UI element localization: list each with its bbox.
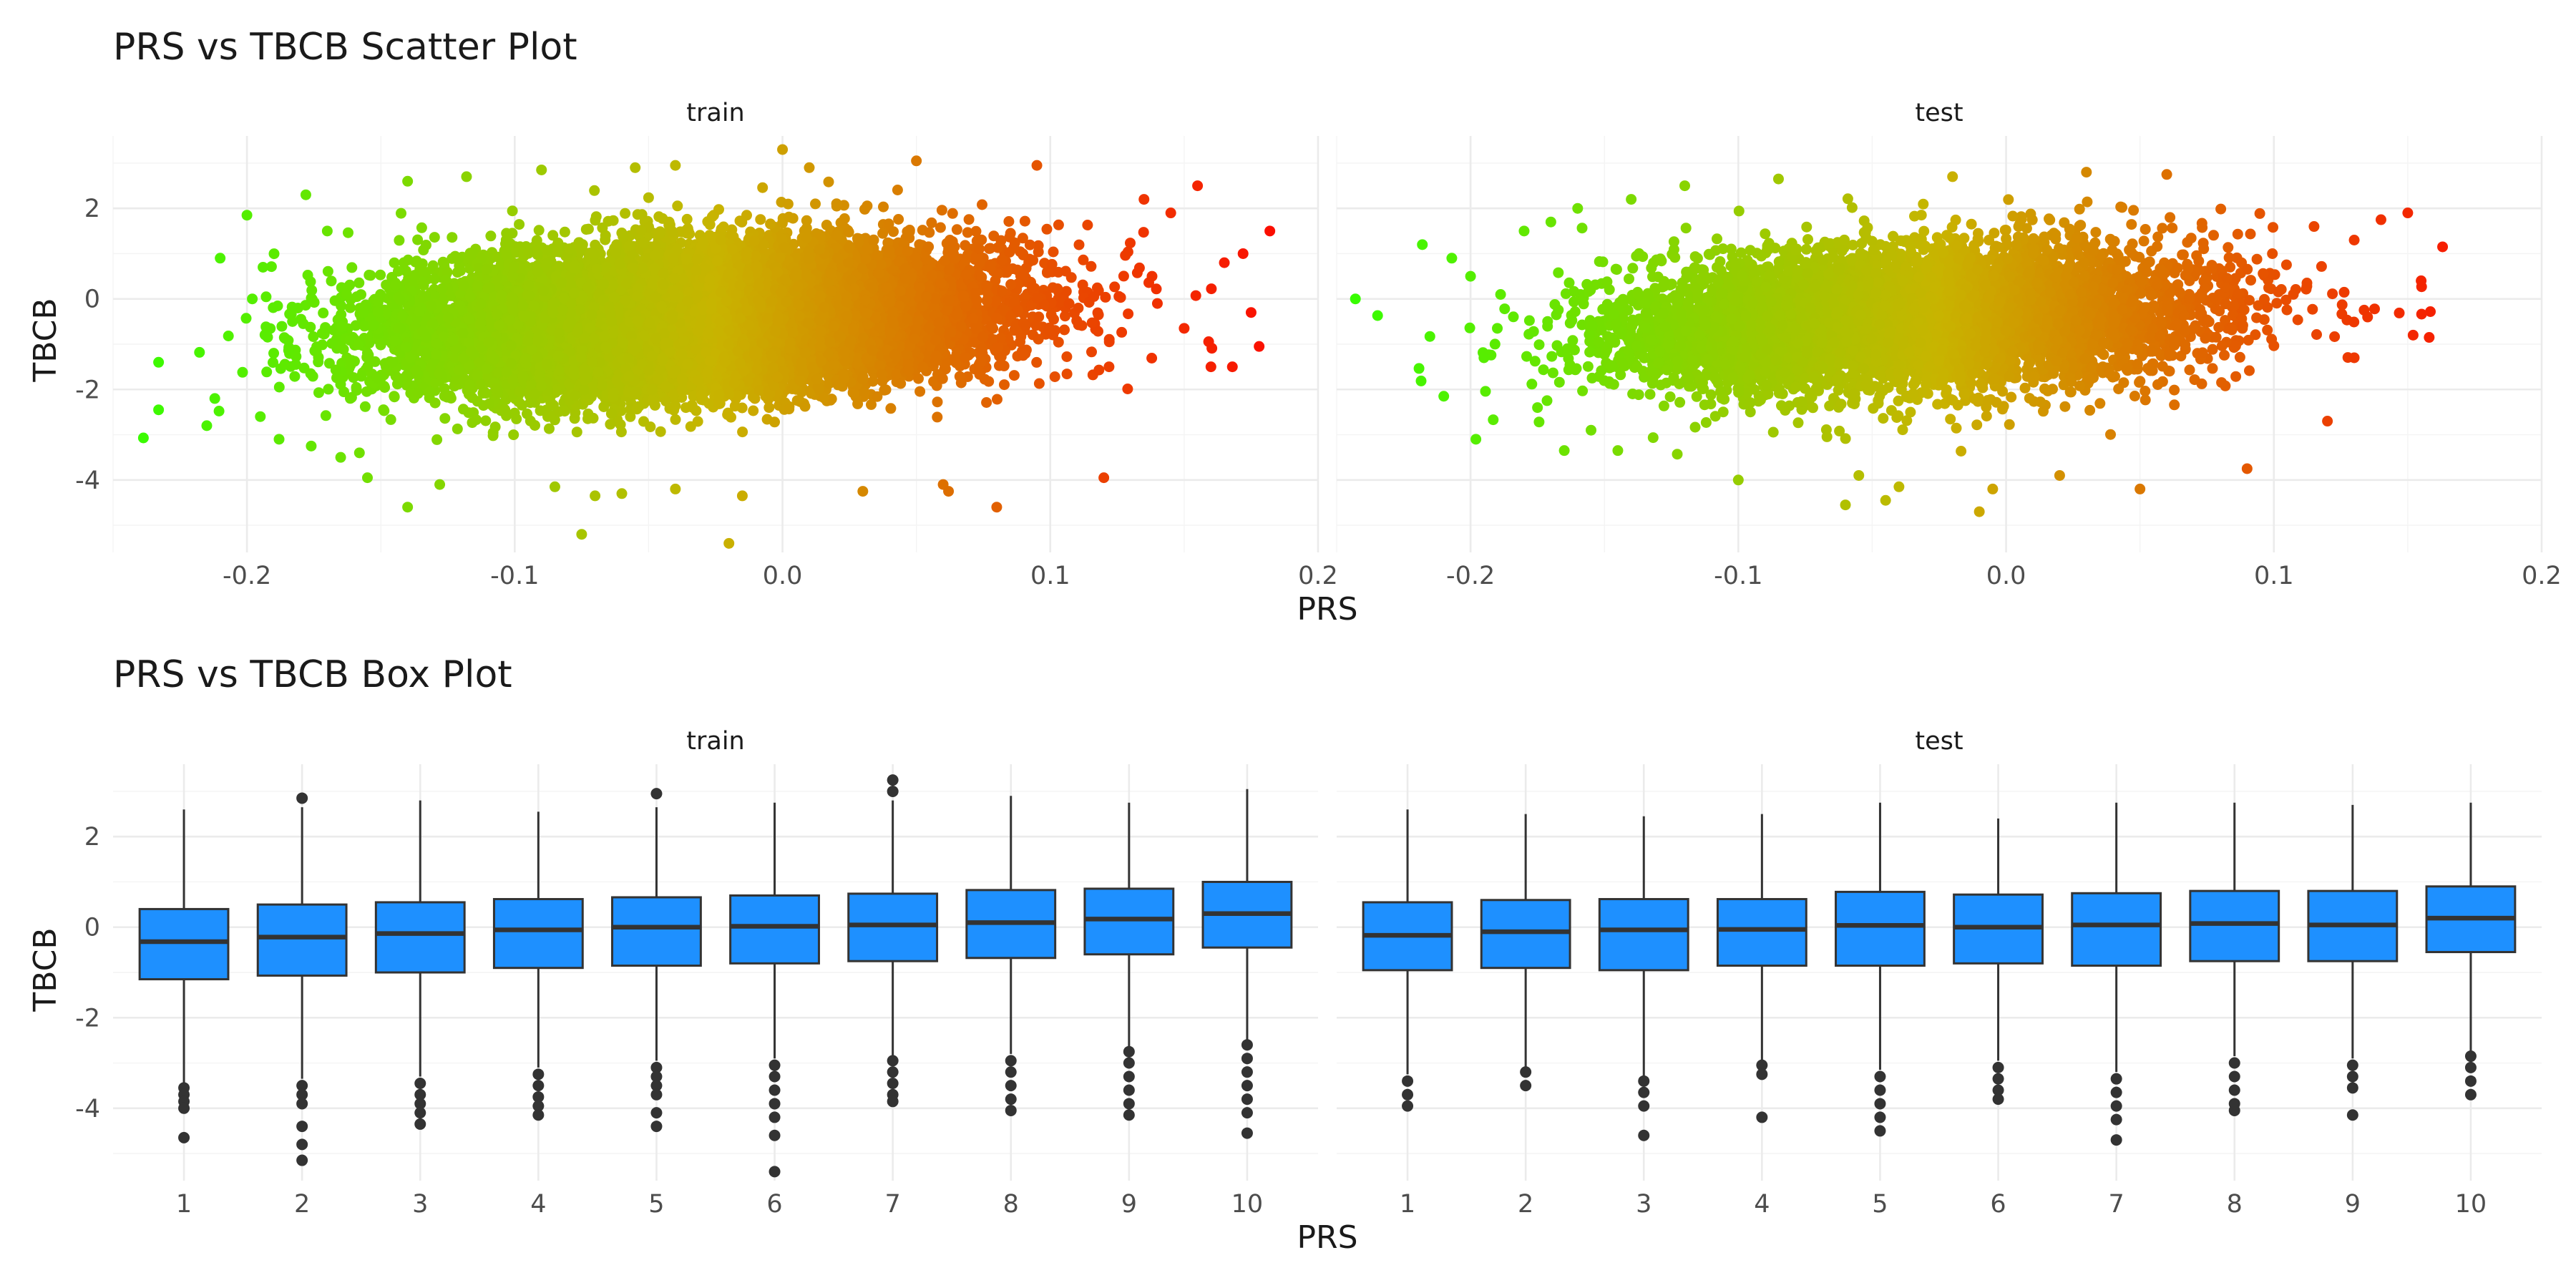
scatter-point xyxy=(947,208,958,219)
y-tick-label: -4 xyxy=(75,467,100,495)
box-facet-label-test: test xyxy=(1915,727,1963,756)
scatter-point xyxy=(261,366,273,378)
scatter-point xyxy=(240,313,252,324)
scatter-point xyxy=(951,224,962,235)
scatter-point xyxy=(737,426,748,438)
scatter-point xyxy=(361,386,372,397)
scatter-point xyxy=(590,211,602,223)
scatter-point xyxy=(346,262,358,273)
scatter-point xyxy=(237,366,248,378)
scatter-point xyxy=(223,331,234,341)
x-tick-label: 0.1 xyxy=(1030,562,1070,590)
scatter-point xyxy=(533,225,545,236)
scatter-facet-label-train: train xyxy=(686,99,744,127)
scatter-point xyxy=(1122,384,1133,394)
scatter-point xyxy=(323,358,335,369)
scatter-point xyxy=(345,302,356,313)
point-cloud xyxy=(137,176,1218,445)
scatter-point xyxy=(1109,281,1121,293)
x-tick-label: 0.0 xyxy=(763,562,803,590)
scatter-point xyxy=(1085,260,1097,272)
scatter-point xyxy=(306,285,318,296)
scatter-point xyxy=(326,275,337,287)
scatter-point xyxy=(801,215,812,226)
scatter-point xyxy=(670,414,681,425)
scatter-point xyxy=(763,402,775,414)
x-tick-label: -0.1 xyxy=(490,562,539,590)
scatter-point xyxy=(137,432,149,444)
scatter-point xyxy=(821,220,832,230)
box-y-axis-label: TBCB xyxy=(27,927,64,1012)
scatter-point xyxy=(655,426,666,437)
x-tick-label: 0.2 xyxy=(1298,562,1338,590)
scatter-point xyxy=(268,248,280,260)
scatter-point xyxy=(755,214,766,225)
scatter-point xyxy=(1059,324,1070,336)
y-tick-label: 2 xyxy=(84,195,100,223)
box-facet-label-train: train xyxy=(686,727,744,756)
y-tick-label: 0 xyxy=(84,286,100,314)
scatter-point xyxy=(452,423,463,434)
scatter-point xyxy=(600,234,611,245)
scatter-point xyxy=(788,238,799,250)
scatter-point xyxy=(318,307,329,318)
y-tick-label: -2 xyxy=(75,376,100,404)
scatter-point xyxy=(893,214,904,225)
scatter-point xyxy=(320,410,331,421)
scatter-plot-title: PRS vs TBCB Scatter Plot xyxy=(113,26,577,69)
scatter-facet-label-test: test xyxy=(1915,99,1963,127)
scatter-point xyxy=(1008,370,1020,381)
scatter-point xyxy=(615,426,627,438)
scatter-panel-train: -0.2 -0.1 0.0 0.1 0.2 -4 -2 0 2 xyxy=(75,136,1338,590)
box-x-axis-label: PRS xyxy=(1297,1219,1357,1256)
scatter-y-axis-label: TBCB xyxy=(27,298,64,382)
box-plot-title: PRS vs TBCB Box Plot xyxy=(113,653,512,696)
x-tick-label: -0.2 xyxy=(223,562,271,590)
scatter-point xyxy=(960,240,971,251)
scatter-x-axis-label: PRS xyxy=(1297,591,1357,628)
scatter-point xyxy=(375,269,386,280)
scatter-point xyxy=(1123,308,1134,320)
scatter-point xyxy=(839,213,850,224)
